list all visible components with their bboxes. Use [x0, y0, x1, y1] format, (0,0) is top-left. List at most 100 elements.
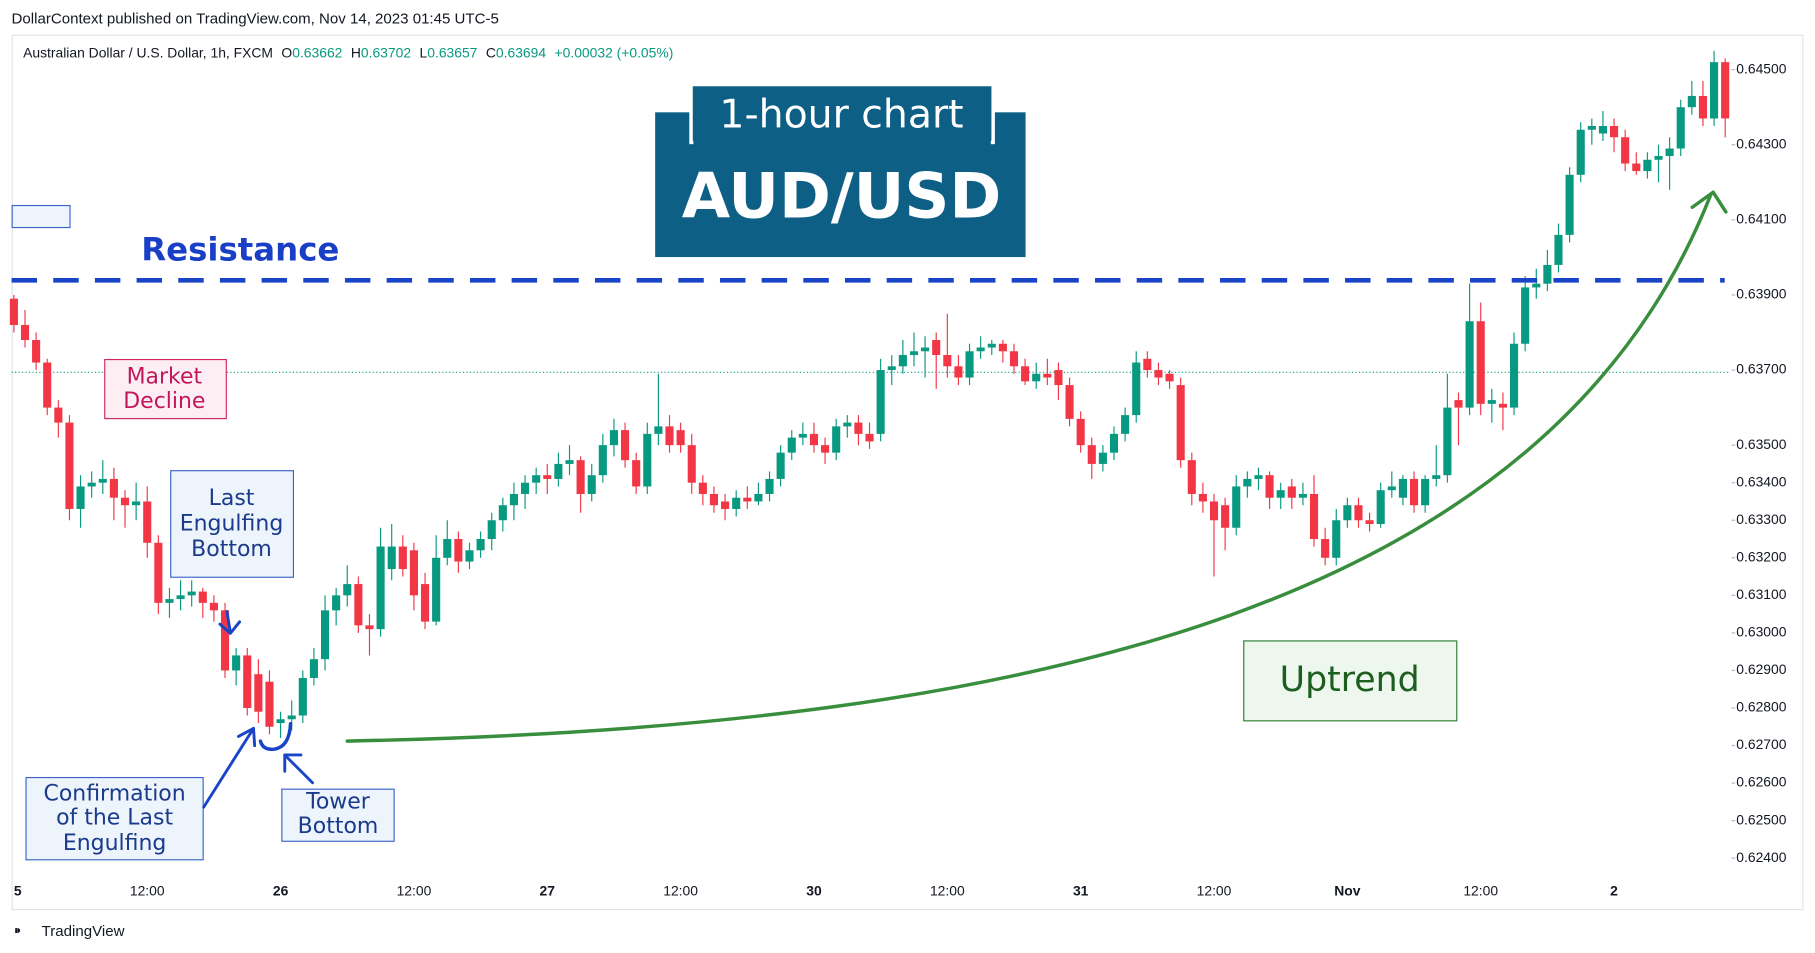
candle-body: [365, 625, 374, 630]
arrow-head: [237, 726, 257, 748]
candle-body: [254, 674, 263, 712]
candle-body: [809, 433, 819, 446]
y-tick-label: 0.63000: [1736, 624, 1786, 640]
annotation-text: Bottom: [191, 537, 272, 562]
change: +0.00032 (+0.05%): [555, 44, 674, 60]
annotation-text: Decline: [123, 389, 205, 414]
candle-body: [865, 433, 874, 442]
candle-body: [54, 407, 63, 423]
chart-subtitle: AUD/USD: [682, 159, 1002, 232]
candle-body: [954, 366, 963, 378]
annotation-text: Tower: [305, 789, 371, 814]
candle-body: [587, 475, 596, 494]
candle-body: [1198, 493, 1207, 502]
candle-body: [498, 505, 507, 521]
chart-frame: [11, 34, 1804, 911]
y-tick-label: 0.62500: [1736, 811, 1786, 827]
arrow: [283, 753, 314, 785]
ohlc-label: C: [486, 44, 496, 60]
candle-body: [376, 546, 385, 630]
candle-body: [854, 422, 863, 434]
candle-body: [598, 445, 607, 476]
candle-body: [1087, 445, 1096, 464]
candle-body: [1632, 163, 1641, 172]
candle-body: [154, 542, 163, 603]
annotation-text: of the Last: [56, 806, 173, 831]
candle-body: [1721, 62, 1730, 119]
annotation-text: Market: [127, 364, 203, 389]
candle-body: [798, 433, 807, 438]
candle-body: [409, 550, 418, 596]
uptrend-curve: [345, 192, 1713, 743]
annotation-box: [1243, 640, 1458, 722]
candle-body: [1587, 125, 1596, 130]
candle-body: [687, 445, 696, 483]
candle-body: [1054, 370, 1063, 386]
annotation-text: Engulfing: [63, 831, 167, 856]
candle-body: [1143, 358, 1152, 371]
candle-body: [76, 486, 85, 509]
candle-body: [1365, 520, 1374, 524]
ohlc-value: 0.63662: [292, 44, 342, 60]
candle-body: [509, 493, 518, 506]
candle-body: [98, 478, 107, 483]
x-tick-label: 2: [1610, 882, 1618, 898]
annotation-box: [25, 776, 204, 861]
candle-body: [965, 351, 974, 378]
candle-body: [1254, 475, 1263, 479]
y-tick-label: 0.62800: [1736, 699, 1786, 715]
candle-body: [1543, 264, 1552, 284]
y-tick-label: 0.64300: [1736, 135, 1786, 151]
candle-body: [1165, 373, 1174, 382]
candle-body: [187, 591, 196, 596]
annotation-text: Bottom: [298, 814, 379, 839]
candle-body: [1287, 486, 1296, 498]
arrow: [225, 609, 232, 634]
title-tab-join: [693, 115, 991, 145]
candle-body: [1065, 385, 1074, 419]
x-tick-label: 12:00: [930, 882, 965, 898]
candle-body: [1276, 490, 1285, 498]
publisher: DollarContext published on TradingView.c…: [12, 11, 499, 28]
candle-body: [465, 550, 474, 562]
candle-body: [132, 501, 141, 506]
candle-body: [576, 460, 585, 494]
candle-body: [987, 343, 996, 348]
candle-body: [776, 452, 785, 479]
candle-body: [909, 351, 919, 356]
candle-body: [1154, 370, 1163, 378]
footer: TradingView: [42, 923, 125, 940]
candle-body: [643, 433, 652, 487]
candle-body: [821, 445, 830, 453]
candle-body: [1710, 62, 1719, 119]
candle-body: [1476, 321, 1485, 404]
candle-body: [1487, 400, 1496, 404]
candle-body: [732, 497, 741, 509]
chart-title: 1-hour chart: [719, 91, 963, 137]
candle-body: [676, 430, 685, 446]
candle-body: [621, 430, 630, 461]
candle-body: [43, 362, 52, 408]
candle-body: [1465, 321, 1474, 408]
ohlc-label: O: [281, 44, 292, 60]
candle-body: [220, 610, 230, 671]
resistance-label: Resistance: [141, 230, 339, 268]
y-tick-label: 0.64100: [1736, 211, 1786, 227]
candle-body: [343, 584, 352, 596]
candle-body: [921, 347, 930, 352]
candle-body: [432, 557, 441, 622]
candle-body: [332, 595, 341, 611]
candle-body: [632, 460, 641, 487]
candle-body: [1176, 385, 1185, 461]
candle-body: [998, 343, 1007, 352]
candle-body: [1032, 373, 1041, 382]
candle-body: [1665, 148, 1674, 157]
candle-body: [420, 584, 430, 622]
candle-body: [698, 482, 707, 494]
annotation-text: Uptrend: [1280, 660, 1420, 700]
candle-body: [1209, 501, 1219, 521]
y-tick-label: 0.62900: [1736, 661, 1786, 677]
candle-body: [543, 475, 552, 479]
candle-body: [1298, 493, 1307, 498]
